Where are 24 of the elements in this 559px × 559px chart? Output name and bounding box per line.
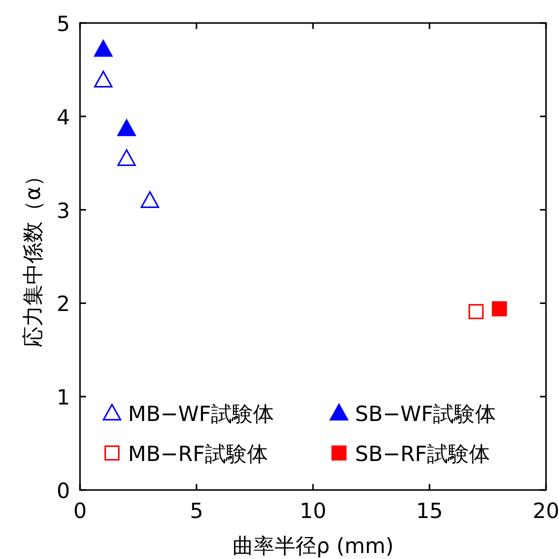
point	[94, 70, 113, 88]
legend-label: MB−RF試験体	[128, 442, 268, 466]
legend-label: SB−WF試験体	[355, 402, 496, 426]
y-tick-label: 2	[56, 292, 70, 316]
point	[117, 119, 136, 136]
point	[468, 304, 484, 320]
point	[140, 191, 160, 208]
x-tick-label: 15	[416, 499, 443, 523]
x-tick-label: 20	[532, 499, 559, 523]
y-axis-title: 応力集中係数（α）	[21, 166, 45, 348]
x-tick-label: 0	[73, 499, 87, 523]
point	[117, 149, 136, 166]
y-tick-label: 1	[56, 386, 70, 410]
legend-label: MB−WF試験体	[128, 402, 274, 426]
y-tick-label: 0	[56, 479, 70, 503]
x-tick-label: 5	[190, 499, 204, 523]
point	[94, 40, 113, 57]
y-tick-label: 3	[56, 198, 70, 223]
legend-label: SB−RF試験体	[355, 442, 490, 466]
y-tick-label: 5	[56, 12, 70, 36]
point	[492, 301, 507, 316]
x-tick-label: 10	[300, 499, 326, 523]
x-axis-title: 曲率半径ρ (mm)	[232, 534, 394, 558]
y-tick-label: 4	[56, 105, 70, 130]
